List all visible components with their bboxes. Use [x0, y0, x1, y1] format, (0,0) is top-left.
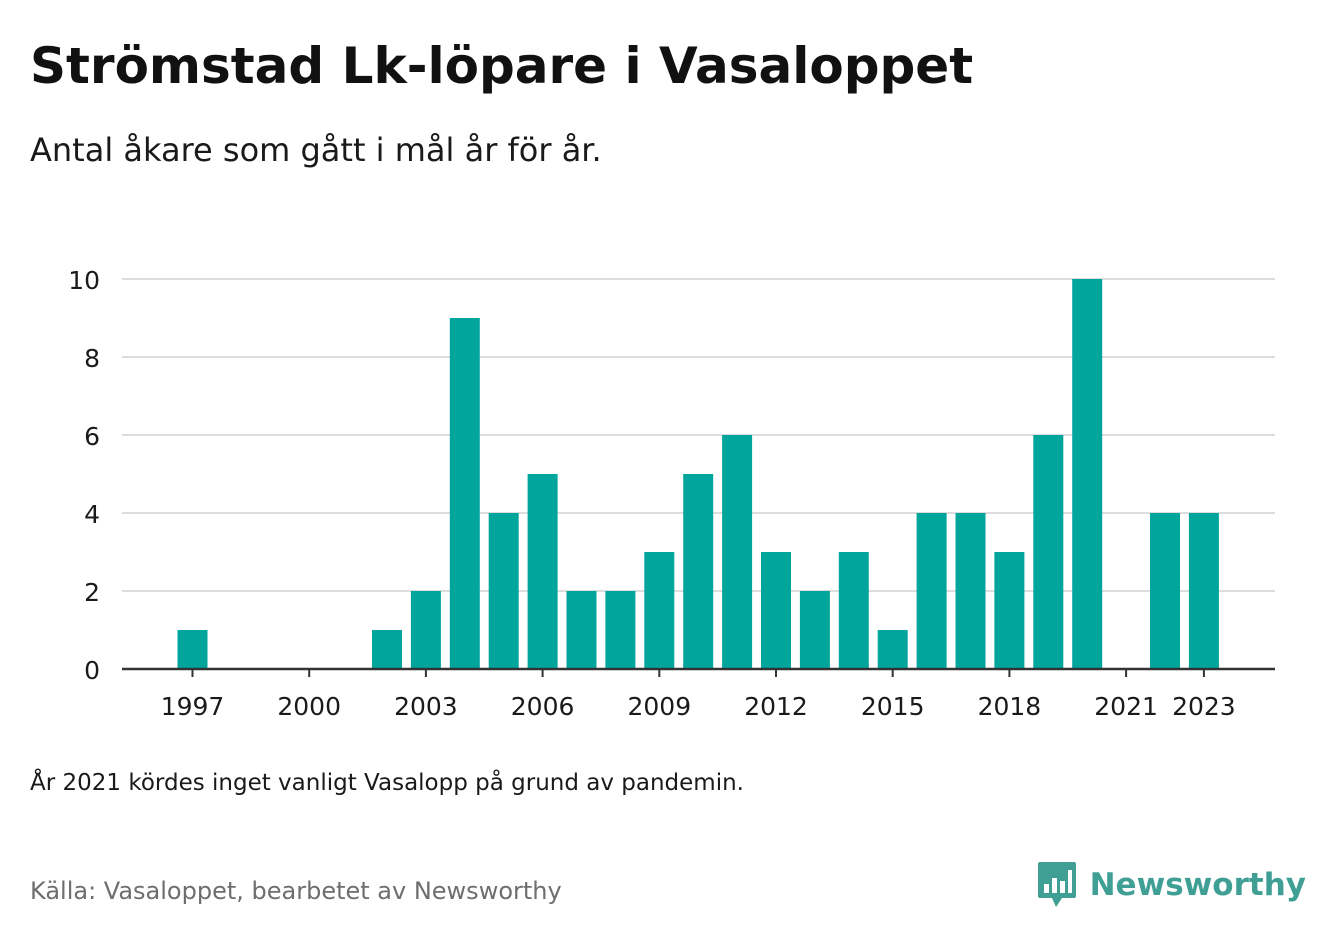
bar-2015: [877, 630, 908, 669]
bar-2014: [838, 552, 869, 669]
x-tick-label: 2012: [744, 692, 808, 721]
source-credit: Källa: Vasaloppet, bearbetet av Newswort…: [30, 877, 562, 905]
bar-2003: [410, 591, 441, 669]
bar-2005: [488, 513, 519, 669]
bar-2018: [994, 552, 1025, 669]
bar-2022: [1150, 513, 1180, 669]
bar-2006: [527, 474, 558, 669]
chart-title: Strömstad Lk-löpare i Vasaloppet: [30, 37, 974, 95]
x-tick-label: 2003: [394, 692, 458, 721]
x-axis-ticks: 1997 2000 2003 2006 2009 2012 2015 2018 2021 2023: [161, 669, 1236, 721]
bar-2002: [372, 630, 402, 669]
y-tick-label: 4: [84, 500, 100, 529]
y-tick-label: 10: [68, 266, 100, 295]
newsworthy-logo[interactable]: Newsworthy: [1036, 860, 1306, 910]
x-tick-label: 2021: [1094, 692, 1158, 721]
chart-subtitle: Antal åkare som gått i mål år för år.: [30, 131, 602, 169]
bar-2008: [605, 591, 636, 669]
x-tick-label: 2018: [978, 692, 1042, 721]
y-axis-ticks: 0 2 4 6 8 10: [68, 266, 100, 685]
bar-2016: [916, 513, 947, 669]
footnote: År 2021 kördes inget vanligt Vasalopp på…: [30, 770, 744, 796]
bar-chart-speech-bubble-icon: [1037, 862, 1076, 907]
y-tick-label: 0: [84, 656, 100, 685]
x-tick-label: 2006: [511, 692, 575, 721]
bar-1997: [177, 630, 208, 669]
x-tick-label: 2009: [627, 692, 691, 721]
bars: [177, 279, 1219, 669]
bar-2019: [1033, 435, 1064, 669]
bar-2023: [1188, 513, 1219, 669]
bar-2009: [644, 552, 675, 669]
x-tick-label: 1997: [161, 692, 225, 721]
bar-chart: 0 2 4 6 8 10 1997 2000 2003 2006 2009 2012 2015 2018…: [68, 266, 1275, 721]
y-tick-label: 6: [84, 422, 100, 451]
bar-2010: [683, 474, 714, 669]
x-tick-label: 2023: [1172, 692, 1236, 721]
bar-2020: [1072, 279, 1103, 669]
bar-2004: [449, 318, 480, 669]
bar-2007: [566, 591, 597, 669]
bar-2011: [722, 435, 753, 669]
x-tick-label: 2015: [861, 692, 925, 721]
y-tick-label: 8: [84, 344, 100, 373]
x-tick-label: 2000: [277, 692, 341, 721]
bar-2017: [955, 513, 986, 669]
bar-2013: [799, 591, 830, 669]
y-tick-label: 2: [84, 578, 100, 607]
brand-name: Newsworthy: [1089, 867, 1306, 903]
bar-2012: [761, 552, 791, 669]
